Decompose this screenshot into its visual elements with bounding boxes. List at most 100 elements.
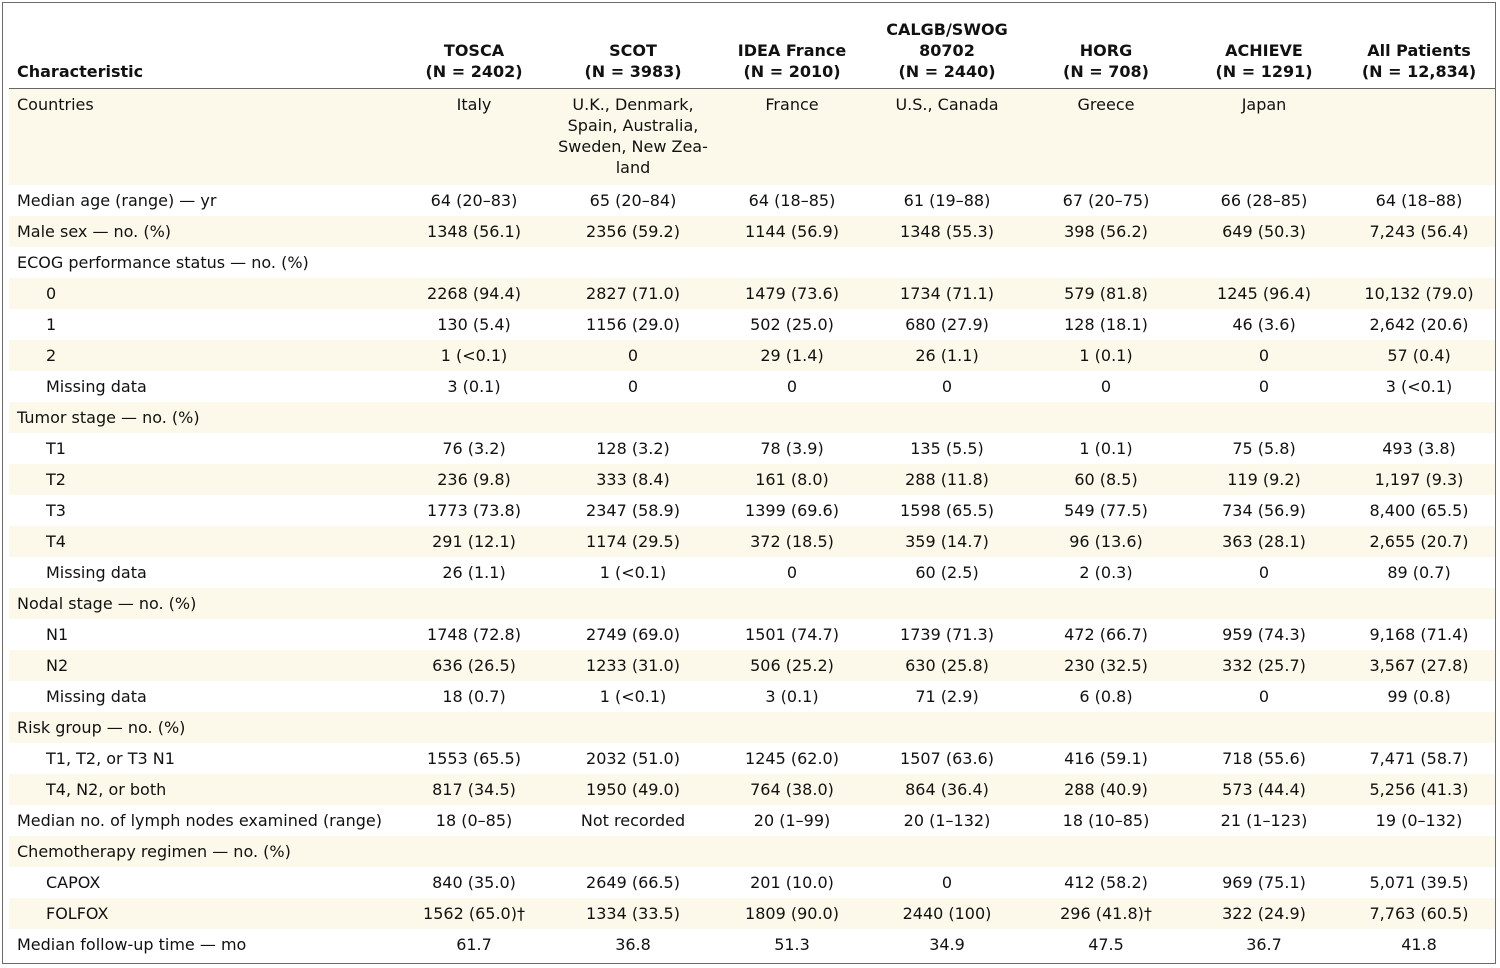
cell-idea-france: 20 (1–99): [753, 810, 831, 830]
table-row: Median no. of lymph nodes examined (rang…: [9, 805, 1495, 836]
cell-tosca: 236 (9.8): [437, 469, 511, 489]
header-all-patients: All Patients (N = 12,834): [1343, 10, 1495, 89]
cell-achieve: 718 (55.6): [1222, 748, 1306, 768]
table-row: Male sex — no. (%) 1348 (56.1) 2356 (59.2)…: [9, 215, 1495, 247]
cell-calgb-swog: U.S., Canada: [895, 95, 999, 114]
cell-scot: 1 (<0.1): [599, 562, 667, 582]
table-row: N1 1748 (72.8) 2749 (69.0) 1501 (74.7) 1739 …: [9, 619, 1495, 650]
cell-scot: 2649 (66.5): [586, 872, 680, 892]
header-calgb-swog-n: (N = 2440): [898, 62, 996, 81]
cell-achieve: 363 (28.1): [1222, 531, 1306, 551]
cell-horg: Greece: [1077, 95, 1135, 114]
cell-calgb-swog: 0: [941, 872, 953, 892]
cell-all-patients: 7,763 (60.5): [1369, 903, 1469, 923]
cell-calgb-swog: 630 (25.8): [905, 655, 989, 675]
cell-scot: 2356 (59.2): [586, 221, 680, 241]
cell-achieve: 0: [1258, 376, 1270, 396]
cell-horg: 288 (40.9): [1064, 779, 1148, 799]
cell-tosca: 1748 (72.8): [427, 624, 521, 644]
cell-calgb-swog: 26 (1.1): [915, 345, 979, 365]
header-scot: SCOT (N = 3983): [549, 10, 717, 89]
cell-achieve: 969 (75.1): [1222, 872, 1306, 892]
table-row: Median follow-up time — mo 61.7 36.8 51.3 34…: [9, 929, 1495, 960]
cell-calgb-swog: 1734 (71.1): [900, 283, 994, 303]
cell-horg: 18 (10–85): [1062, 810, 1150, 830]
table-row: Risk group — no. (%): [9, 711, 1495, 743]
cell-horg: 60 (8.5): [1074, 469, 1138, 489]
cell-calgb-swog: 71 (2.9): [915, 686, 979, 706]
table-row: Median age (range) — yr 64 (20–83) 65 (20–…: [9, 185, 1495, 216]
cell-all-patients: 89 (0.7): [1387, 562, 1451, 582]
header-scot-name: SCOT: [609, 41, 657, 60]
table-row: 0 2268 (94.4) 2827 (71.0) 1479 (73.6) 1734 (…: [9, 277, 1495, 309]
cell-idea-france: [717, 836, 867, 867]
header-achieve-name: ACHIEVE: [1225, 41, 1303, 60]
cell-scot: 0: [627, 376, 639, 396]
cell-all-patients: 64 (18–88): [1375, 190, 1463, 210]
cell-horg: 128 (18.1): [1064, 314, 1148, 334]
cell-all-patients: 9,168 (71.4): [1369, 624, 1469, 644]
cell-idea-france: 201 (10.0): [750, 872, 834, 892]
row-label: Male sex — no. (%): [17, 221, 172, 241]
cell-horg: 1 (0.1): [1079, 438, 1133, 458]
cell-tosca: [399, 247, 549, 278]
cell-calgb-swog: 864 (36.4): [905, 779, 989, 799]
cell-achieve: Japan: [1241, 95, 1287, 114]
cell-tosca: 1553 (65.5): [427, 748, 521, 768]
table-row: T4 291 (12.1) 1174 (29.5) 372 (18.5) 359 (14…: [9, 525, 1495, 557]
cell-scot: 0: [627, 345, 639, 365]
table-row: T4, N2, or both 817 (34.5) 1950 (49.0) 764 …: [9, 773, 1495, 805]
cell-horg: 549 (77.5): [1064, 500, 1148, 520]
cell-all-patients: 57 (0.4): [1387, 345, 1451, 365]
cell-horg: [1027, 836, 1185, 867]
cell-achieve: 66 (28–85): [1220, 190, 1308, 210]
cell-tosca: [399, 402, 549, 433]
cell-idea-france: 1809 (90.0): [745, 903, 839, 923]
cell-all-patients: [1343, 588, 1495, 619]
cell-scot: 1334 (33.5): [586, 903, 680, 923]
cell-idea-france: [717, 247, 867, 278]
row-label: Missing data: [46, 376, 147, 396]
table-row: 2 1 (<0.1) 0 29 (1.4) 26 (1.1) 1 (0.1) 0 57 (0.…: [9, 339, 1495, 371]
cell-all-patients: 19 (0–132): [1375, 810, 1463, 830]
cell-calgb-swog: 288 (11.8): [905, 469, 989, 489]
cell-idea-france: [717, 712, 867, 743]
cell-all-patients: [1343, 247, 1495, 278]
row-label: T2: [46, 469, 66, 489]
cell-all-patients: 2,642 (20.6): [1369, 314, 1469, 334]
cell-idea-france: 51.3: [774, 934, 810, 954]
cell-scot: U.K., Denmark, Spain, Australia, Sweden,…: [558, 95, 708, 177]
cell-tosca: [399, 836, 549, 867]
table-row: Missing data 3 (0.1) 0 0 0 0 0 3 (<0.1): [9, 371, 1495, 402]
cell-scot: [549, 402, 717, 433]
header-idea-france-name: IDEA France: [737, 41, 847, 60]
cell-scot: 128 (3.2): [596, 438, 670, 458]
cell-calgb-swog: 680 (27.9): [905, 314, 989, 334]
characteristics-table: Characteristic TOSCA (N = 2402) SCOT (N = …: [9, 10, 1495, 960]
cell-idea-france: 372 (18.5): [750, 531, 834, 551]
cell-all-patients: [1343, 89, 1495, 185]
cell-horg: [1027, 712, 1185, 743]
cell-achieve: 0: [1258, 345, 1270, 365]
cell-achieve: 332 (25.7): [1222, 655, 1306, 675]
cell-idea-france: 161 (8.0): [755, 469, 829, 489]
cell-idea-france: 0: [786, 376, 798, 396]
cell-idea-france: 64 (18–85): [748, 190, 836, 210]
cell-idea-france: 1399 (69.6): [745, 500, 839, 520]
cell-idea-france: [717, 402, 867, 433]
cell-scot: [549, 247, 717, 278]
table-row: Missing data 26 (1.1) 1 (<0.1) 0 60 (2.5) 2 (…: [9, 557, 1495, 588]
cell-horg: 47.5: [1088, 934, 1124, 954]
cell-tosca: 76 (3.2): [442, 438, 506, 458]
cell-horg: [1027, 247, 1185, 278]
table-row: N2 636 (26.5) 1233 (31.0) 506 (25.2) 630 (25…: [9, 649, 1495, 681]
table-row: Countries Italy U.K., Denmark, Spain, Aust…: [9, 88, 1495, 185]
table-row: Nodal stage — no. (%): [9, 587, 1495, 619]
cell-tosca: 840 (35.0): [432, 872, 516, 892]
header-tosca-name: TOSCA: [443, 41, 505, 60]
cell-tosca: 1773 (73.8): [427, 500, 521, 520]
cell-idea-france: 1479 (73.6): [745, 283, 839, 303]
cell-tosca: [399, 712, 549, 743]
cell-achieve: [1185, 247, 1343, 278]
